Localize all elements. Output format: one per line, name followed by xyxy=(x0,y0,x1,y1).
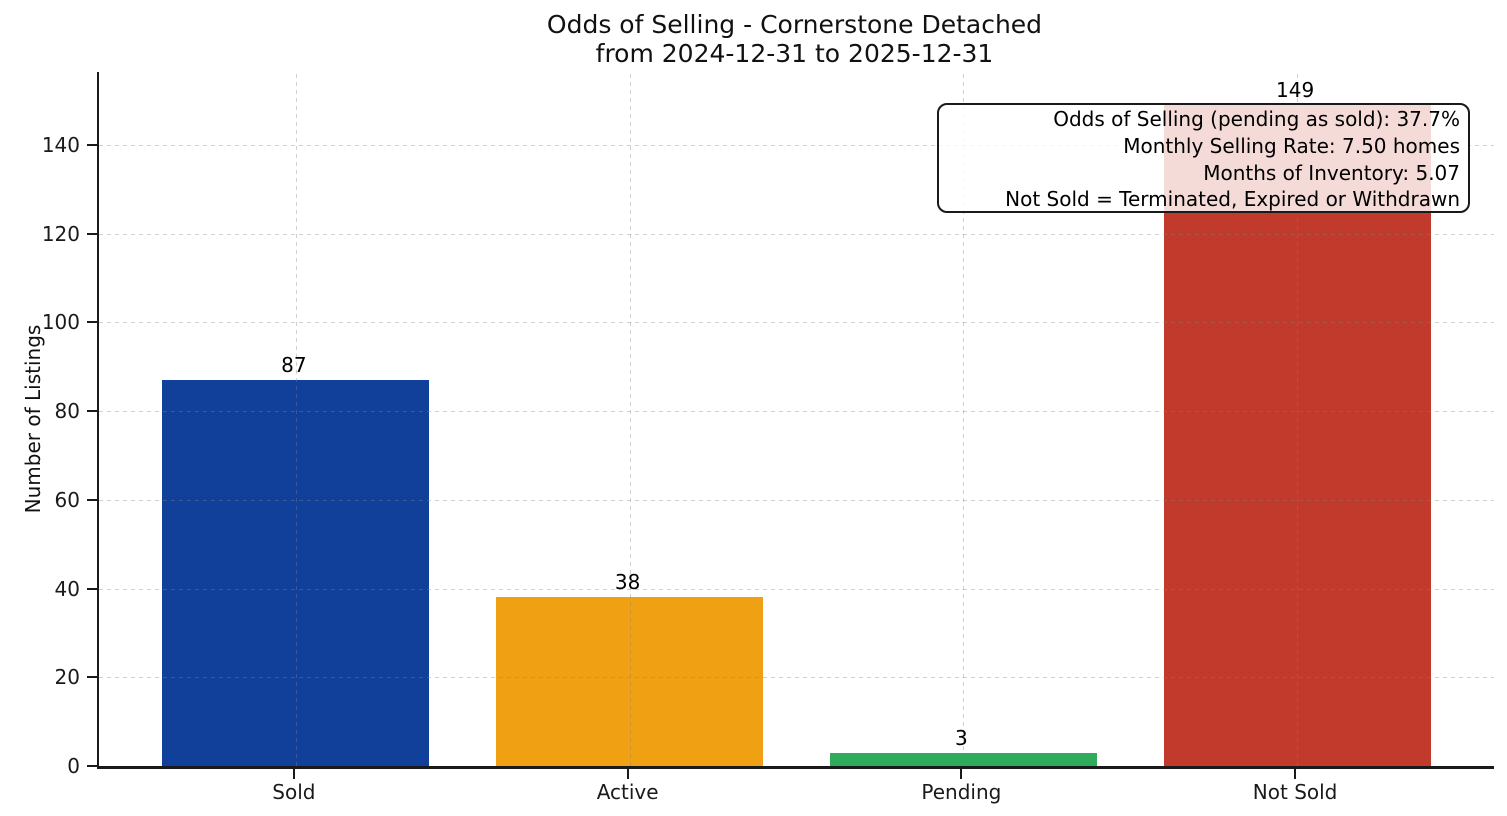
vertical-gridline-active xyxy=(629,72,631,766)
x-tick-mark-active xyxy=(626,769,629,779)
plot-area xyxy=(97,72,1494,769)
y-tick-label-100: 100 xyxy=(41,310,80,335)
bar-value-label-sold: 87 xyxy=(281,353,307,378)
annotation-line-2: Monthly Selling Rate: 7.50 homes xyxy=(1123,133,1460,158)
y-tick-mark-20 xyxy=(87,676,97,679)
x-tick-label-pending: Pending xyxy=(921,780,1002,804)
chart-title: Odds of Selling - Cornerstone Detached xyxy=(546,10,1043,39)
x-tick-label-active: Active xyxy=(596,780,659,804)
horizontal-gridline-100 xyxy=(99,322,1494,324)
y-tick-mark-100 xyxy=(87,321,97,324)
x-tick-label-not-sold: Not Sold xyxy=(1252,780,1338,804)
y-tick-label-120: 120 xyxy=(41,221,80,246)
bar-value-label-pending: 3 xyxy=(954,725,968,750)
y-tick-mark-120 xyxy=(87,232,97,235)
chart-subtitle: from 2024-12-31 to 2025-12-31 xyxy=(595,38,994,68)
chart-title-block: Odds of Selling - Cornerstone Detached f… xyxy=(97,10,1492,68)
bar-value-label-active: 38 xyxy=(614,570,641,595)
x-tick-mark-pending xyxy=(960,769,963,779)
horizontal-gridline-80 xyxy=(99,411,1494,413)
annotation-line-4: Not Sold = Terminated, Expired or Withdr… xyxy=(1005,187,1460,212)
y-tick-label-60: 60 xyxy=(54,487,80,512)
x-tick-mark-not-sold xyxy=(1294,769,1297,779)
horizontal-gridline-40 xyxy=(99,588,1494,590)
vertical-gridline-sold xyxy=(295,72,297,766)
horizontal-gridline-140 xyxy=(99,144,1494,146)
y-tick-label-0: 0 xyxy=(67,754,80,778)
y-tick-mark-60 xyxy=(87,498,97,501)
annotation-box: Odds of Selling (pending as sold): 37.7%… xyxy=(937,103,1470,213)
horizontal-gridline-120 xyxy=(99,233,1494,235)
vertical-gridline-pending xyxy=(963,72,965,766)
y-tick-label-140: 140 xyxy=(41,132,80,157)
y-tick-mark-40 xyxy=(87,587,97,590)
bar-pending xyxy=(829,752,1097,766)
bar-value-label-not-sold: 149 xyxy=(1276,78,1315,103)
annotation-line-1: Odds of Selling (pending as sold): 37.7% xyxy=(1053,107,1460,131)
y-tick-mark-140 xyxy=(87,143,97,146)
y-tick-label-80: 80 xyxy=(54,399,80,424)
y-tick-label-20: 20 xyxy=(54,665,80,690)
x-tick-mark-sold xyxy=(292,769,295,779)
y-tick-mark-80 xyxy=(87,410,97,413)
vertical-gridline-not-sold xyxy=(1297,72,1299,766)
bar-active xyxy=(496,597,764,766)
bar-not-sold xyxy=(1163,105,1431,766)
bar-sold xyxy=(162,380,430,766)
x-tick-label-sold: Sold xyxy=(272,780,316,804)
horizontal-gridline-20 xyxy=(99,677,1494,679)
annotation-line-3: Months of Inventory: 5.07 xyxy=(1203,160,1460,185)
y-tick-label-40: 40 xyxy=(54,576,80,601)
y-tick-mark-0 xyxy=(87,765,97,767)
horizontal-gridline-60 xyxy=(99,499,1494,501)
